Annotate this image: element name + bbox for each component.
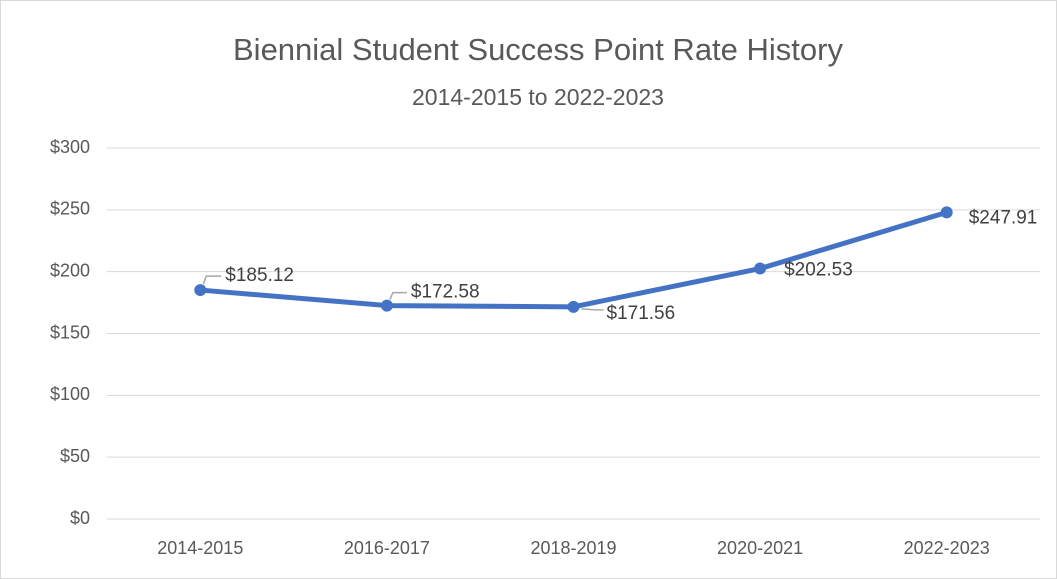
data-label: $171.56 xyxy=(607,303,676,324)
x-tick-label: 2020-2021 xyxy=(717,538,803,558)
data-label: $172.58 xyxy=(411,282,480,303)
y-tick-label: $100 xyxy=(50,384,90,404)
data-label: $247.91 xyxy=(969,207,1038,228)
leader-line xyxy=(581,308,604,311)
chart-subtitle: 2014-2015 to 2022-2023 xyxy=(412,84,664,110)
y-tick-label: $300 xyxy=(50,137,90,157)
data-label: $202.53 xyxy=(784,260,853,281)
leader-line xyxy=(389,291,407,300)
y-tick-label: $150 xyxy=(50,322,90,342)
data-point xyxy=(380,299,393,312)
x-tick-label: 2022-2023 xyxy=(904,538,990,558)
y-tick-label: $0 xyxy=(70,508,90,528)
data-point xyxy=(940,206,953,219)
y-tick-label: $250 xyxy=(50,199,90,219)
leader-line xyxy=(202,275,222,285)
data-label: $185.12 xyxy=(225,265,294,286)
data-point xyxy=(194,284,207,297)
y-tick-label: $200 xyxy=(50,260,90,280)
x-tick-label: 2014-2015 xyxy=(157,538,243,558)
x-tick-label: 2018-2019 xyxy=(530,538,616,558)
y-tick-label: $50 xyxy=(60,446,90,466)
data-point xyxy=(567,300,580,313)
data-point xyxy=(754,262,767,275)
x-tick-label: 2016-2017 xyxy=(344,538,430,558)
chart-title: Biennial Student Success Point Rate Hist… xyxy=(233,32,843,67)
